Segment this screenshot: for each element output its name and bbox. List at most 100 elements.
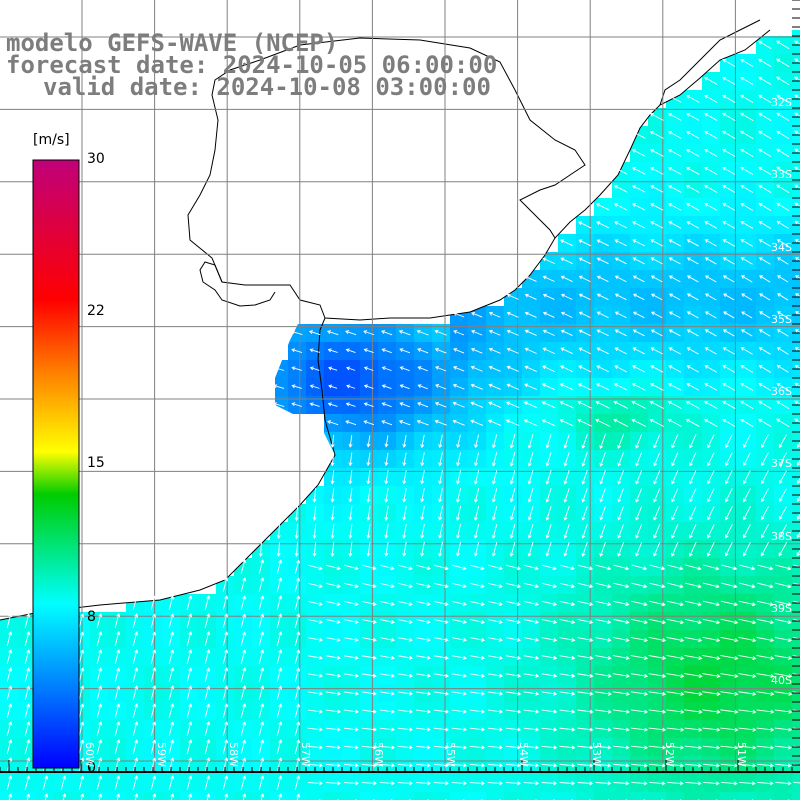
wind-arrow <box>686 383 700 391</box>
wind-arrow <box>325 673 341 678</box>
wind-arrow <box>666 745 685 750</box>
wind-arrow <box>434 401 447 408</box>
wind-arrow <box>524 329 537 336</box>
wind-arrow <box>599 433 607 450</box>
wind-arrow <box>595 600 612 607</box>
wind-arrow <box>635 488 643 503</box>
wind-arrow <box>362 564 377 571</box>
wind-arrow <box>114 613 121 629</box>
wind-arrow <box>96 685 103 700</box>
wind-arrow <box>491 452 498 467</box>
wind-arrow <box>722 239 735 247</box>
wind-arrow <box>793 782 800 784</box>
wind-arrow <box>505 655 522 660</box>
wind-cell <box>378 792 396 800</box>
wind-arrow <box>345 348 356 353</box>
wind-arrow <box>397 781 413 786</box>
wind-arrow <box>596 365 610 373</box>
wind-arrow <box>276 685 283 700</box>
wind-arrow <box>739 582 756 589</box>
wind-arrow <box>132 775 139 790</box>
wind-arrow <box>451 781 467 786</box>
wind-arrow <box>527 488 534 503</box>
wind-arrow <box>343 709 359 714</box>
wind-arrow <box>635 505 643 521</box>
wind-arrow <box>312 505 317 521</box>
wind-arrow <box>722 167 736 175</box>
wind-arrow <box>758 148 772 158</box>
wind-arrow <box>720 673 739 679</box>
wind-arrow <box>740 203 754 211</box>
wind-arrow <box>434 347 447 354</box>
wind-arrow <box>416 619 431 624</box>
wind-arrow <box>613 185 628 193</box>
wind-arrow <box>738 600 756 607</box>
wind-arrow <box>671 488 679 503</box>
wind-arrow <box>363 366 374 371</box>
wind-arrow <box>758 112 772 122</box>
wind-arrow <box>596 383 610 391</box>
wind-arrow <box>384 470 389 485</box>
wind-arrow <box>689 452 697 467</box>
wind-arrow <box>702 691 721 696</box>
wind-arrow <box>96 775 103 790</box>
wind-arrow <box>152 793 157 800</box>
wind-arrow <box>761 434 769 449</box>
wind-arrow <box>563 487 570 503</box>
wind-arrow <box>740 148 754 157</box>
wind-arrow <box>631 131 646 139</box>
wind-arrow <box>433 637 449 642</box>
wind-arrow <box>794 94 800 99</box>
wind-arrow <box>470 564 485 571</box>
wind-arrow <box>689 488 697 503</box>
wind-arrow <box>668 383 682 391</box>
wind-arrow <box>653 523 661 539</box>
wind-arrow <box>186 613 193 629</box>
wind-arrow <box>96 703 103 718</box>
wind-arrow <box>296 793 301 800</box>
wind-arrow <box>563 434 570 449</box>
wind-arrow <box>756 763 774 768</box>
wind-arrow <box>595 582 612 589</box>
wind-arrow <box>487 763 504 768</box>
lat-label-38s: 38S <box>771 530 792 543</box>
wind-arrow <box>473 487 480 503</box>
wind-arrow <box>630 618 648 625</box>
lon-label-52w: 52W <box>663 742 676 767</box>
wind-arrow <box>668 203 682 211</box>
wind-arrow <box>541 401 556 409</box>
wind-arrow <box>24 667 31 682</box>
wind-arrow <box>276 577 283 592</box>
wind-arrow <box>704 203 718 211</box>
wind-arrow <box>433 709 449 714</box>
wind-arrow <box>455 487 462 503</box>
wind-arrow <box>527 541 534 557</box>
wind-arrow <box>756 691 775 696</box>
wind-arrow <box>415 673 432 678</box>
wind-arrow <box>613 167 628 175</box>
wind-arrow <box>541 637 558 642</box>
wind-arrow <box>721 564 738 571</box>
wind-arrow <box>6 721 13 737</box>
wind-arrow <box>722 383 736 391</box>
wind-arrow <box>433 781 449 786</box>
wind-arrow <box>630 655 649 661</box>
wind-arrow <box>559 401 574 409</box>
wind-arrow <box>222 739 229 754</box>
wind-arrow <box>577 763 594 768</box>
wind-arrow <box>648 691 667 696</box>
wind-arrow <box>240 667 247 683</box>
wind-arrow <box>276 541 281 557</box>
wind-arrow <box>361 745 378 750</box>
wind-arrow <box>758 239 771 247</box>
wind-arrow <box>346 366 356 371</box>
wind-arrow <box>742 542 751 557</box>
wind-arrow <box>438 470 443 485</box>
wind-arrow <box>361 763 378 768</box>
wind-arrow <box>452 401 465 408</box>
wind-arrow <box>488 365 501 372</box>
wind-arrow <box>6 667 13 682</box>
wind-arrow <box>222 577 229 592</box>
wind-arrow <box>686 293 699 301</box>
wind-arrow <box>487 745 504 750</box>
